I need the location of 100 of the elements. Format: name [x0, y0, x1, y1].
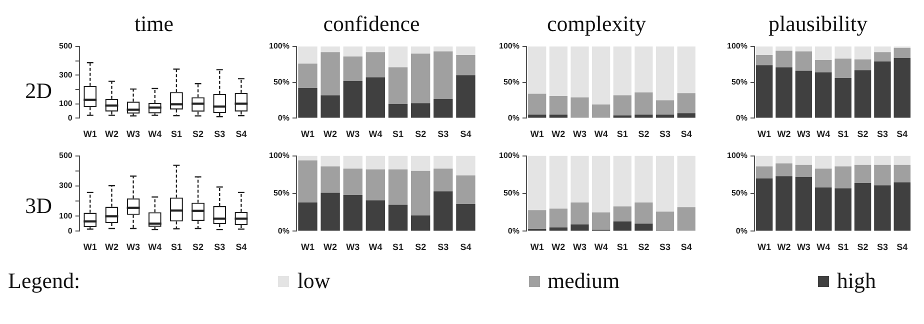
bar [298, 88, 318, 118]
bar [343, 56, 362, 81]
bar [434, 46, 453, 52]
bar [592, 156, 610, 212]
bar [320, 95, 340, 118]
bar [776, 67, 792, 118]
x-tick-label: S3 [876, 242, 888, 252]
x-tick-label: S1 [170, 129, 182, 140]
bar [613, 156, 632, 206]
x-tick-label: W3 [796, 129, 810, 140]
bar [366, 46, 386, 52]
x-tick-label: W3 [126, 242, 140, 252]
x-tick-label: S3 [438, 242, 449, 252]
bar [795, 156, 812, 165]
x-tick-label: S4 [460, 129, 472, 140]
bar [298, 160, 318, 203]
bar [366, 77, 386, 118]
bar [894, 58, 911, 118]
bar [756, 156, 773, 166]
bar [894, 182, 911, 231]
x-tick-label: W4 [148, 129, 162, 140]
bar [795, 51, 812, 71]
x-tick-label: S2 [415, 242, 426, 252]
y-tick-label: 50% [503, 78, 520, 87]
bar [634, 202, 653, 224]
y-tick-label: 0% [736, 113, 748, 122]
x-tick-label: S3 [214, 129, 226, 140]
y-tick-label: 100% [498, 42, 520, 51]
bar [795, 70, 812, 118]
bar [343, 156, 362, 169]
chart-title: complexity [547, 10, 646, 36]
bar [388, 169, 408, 205]
y-tick-label: 0% [508, 226, 520, 236]
y-tick-label: 100% [268, 42, 290, 51]
bar [656, 114, 674, 118]
x-tick-label: S4 [896, 129, 908, 140]
x-tick-label: S4 [236, 129, 247, 140]
bar [410, 156, 430, 171]
bar [366, 169, 386, 200]
x-tick-label: S1 [616, 129, 628, 140]
bar [854, 70, 872, 118]
bar [366, 156, 386, 170]
bar [549, 208, 568, 228]
x-tick-label: W2 [324, 129, 338, 140]
bar [298, 46, 318, 64]
legend-label: high [836, 268, 876, 294]
bar [854, 164, 872, 183]
bar [894, 164, 911, 182]
bar [834, 156, 852, 166]
x-tick-label: W4 [148, 242, 162, 252]
x-tick-label: S3 [438, 129, 449, 140]
y-tick-label: 100% [498, 151, 520, 160]
x-tick-label: S3 [660, 242, 671, 252]
bar [570, 202, 589, 224]
x-tick-label: S1 [392, 242, 404, 252]
bar [854, 46, 872, 60]
bar [388, 46, 408, 68]
x-tick-label: S1 [616, 242, 628, 252]
bar [776, 163, 792, 176]
x-tick-label: W1 [83, 242, 97, 252]
x-tick-label: S2 [857, 129, 868, 140]
x-tick-label: S2 [192, 242, 204, 252]
bar [298, 202, 318, 231]
bar [656, 212, 674, 230]
bar [874, 164, 891, 186]
x-tick-label: W2 [552, 242, 566, 252]
bar [592, 104, 610, 118]
x-tick-label: S2 [192, 129, 204, 140]
bar [343, 195, 362, 231]
bar [366, 52, 386, 78]
bar [528, 94, 546, 115]
y-axis-title: 2D [25, 78, 52, 104]
bar [634, 46, 653, 92]
y-tick-label: 50% [731, 78, 748, 87]
bar [634, 224, 653, 231]
bar [756, 178, 773, 231]
bar [320, 156, 340, 166]
x-tick-label: W1 [530, 129, 544, 140]
x-tick-label: S4 [236, 242, 247, 252]
bar [592, 212, 610, 230]
bar [343, 46, 362, 56]
bar [634, 156, 653, 203]
bar [570, 46, 589, 98]
y-tick-label: 0% [736, 226, 748, 236]
bar [388, 156, 408, 170]
bar [549, 46, 568, 96]
bar [874, 185, 891, 231]
bar [815, 72, 832, 118]
x-tick-label: S2 [638, 129, 650, 140]
legend-label: medium [548, 268, 620, 294]
bar [456, 175, 476, 204]
bar [795, 176, 812, 231]
bar [570, 156, 589, 203]
bar [410, 103, 430, 118]
bar [298, 156, 318, 160]
x-tick-label: S4 [896, 242, 908, 252]
chart-title: confidence [323, 10, 420, 36]
bar [854, 182, 872, 231]
bar [854, 59, 872, 70]
y-tick-label: 0% [278, 113, 290, 122]
